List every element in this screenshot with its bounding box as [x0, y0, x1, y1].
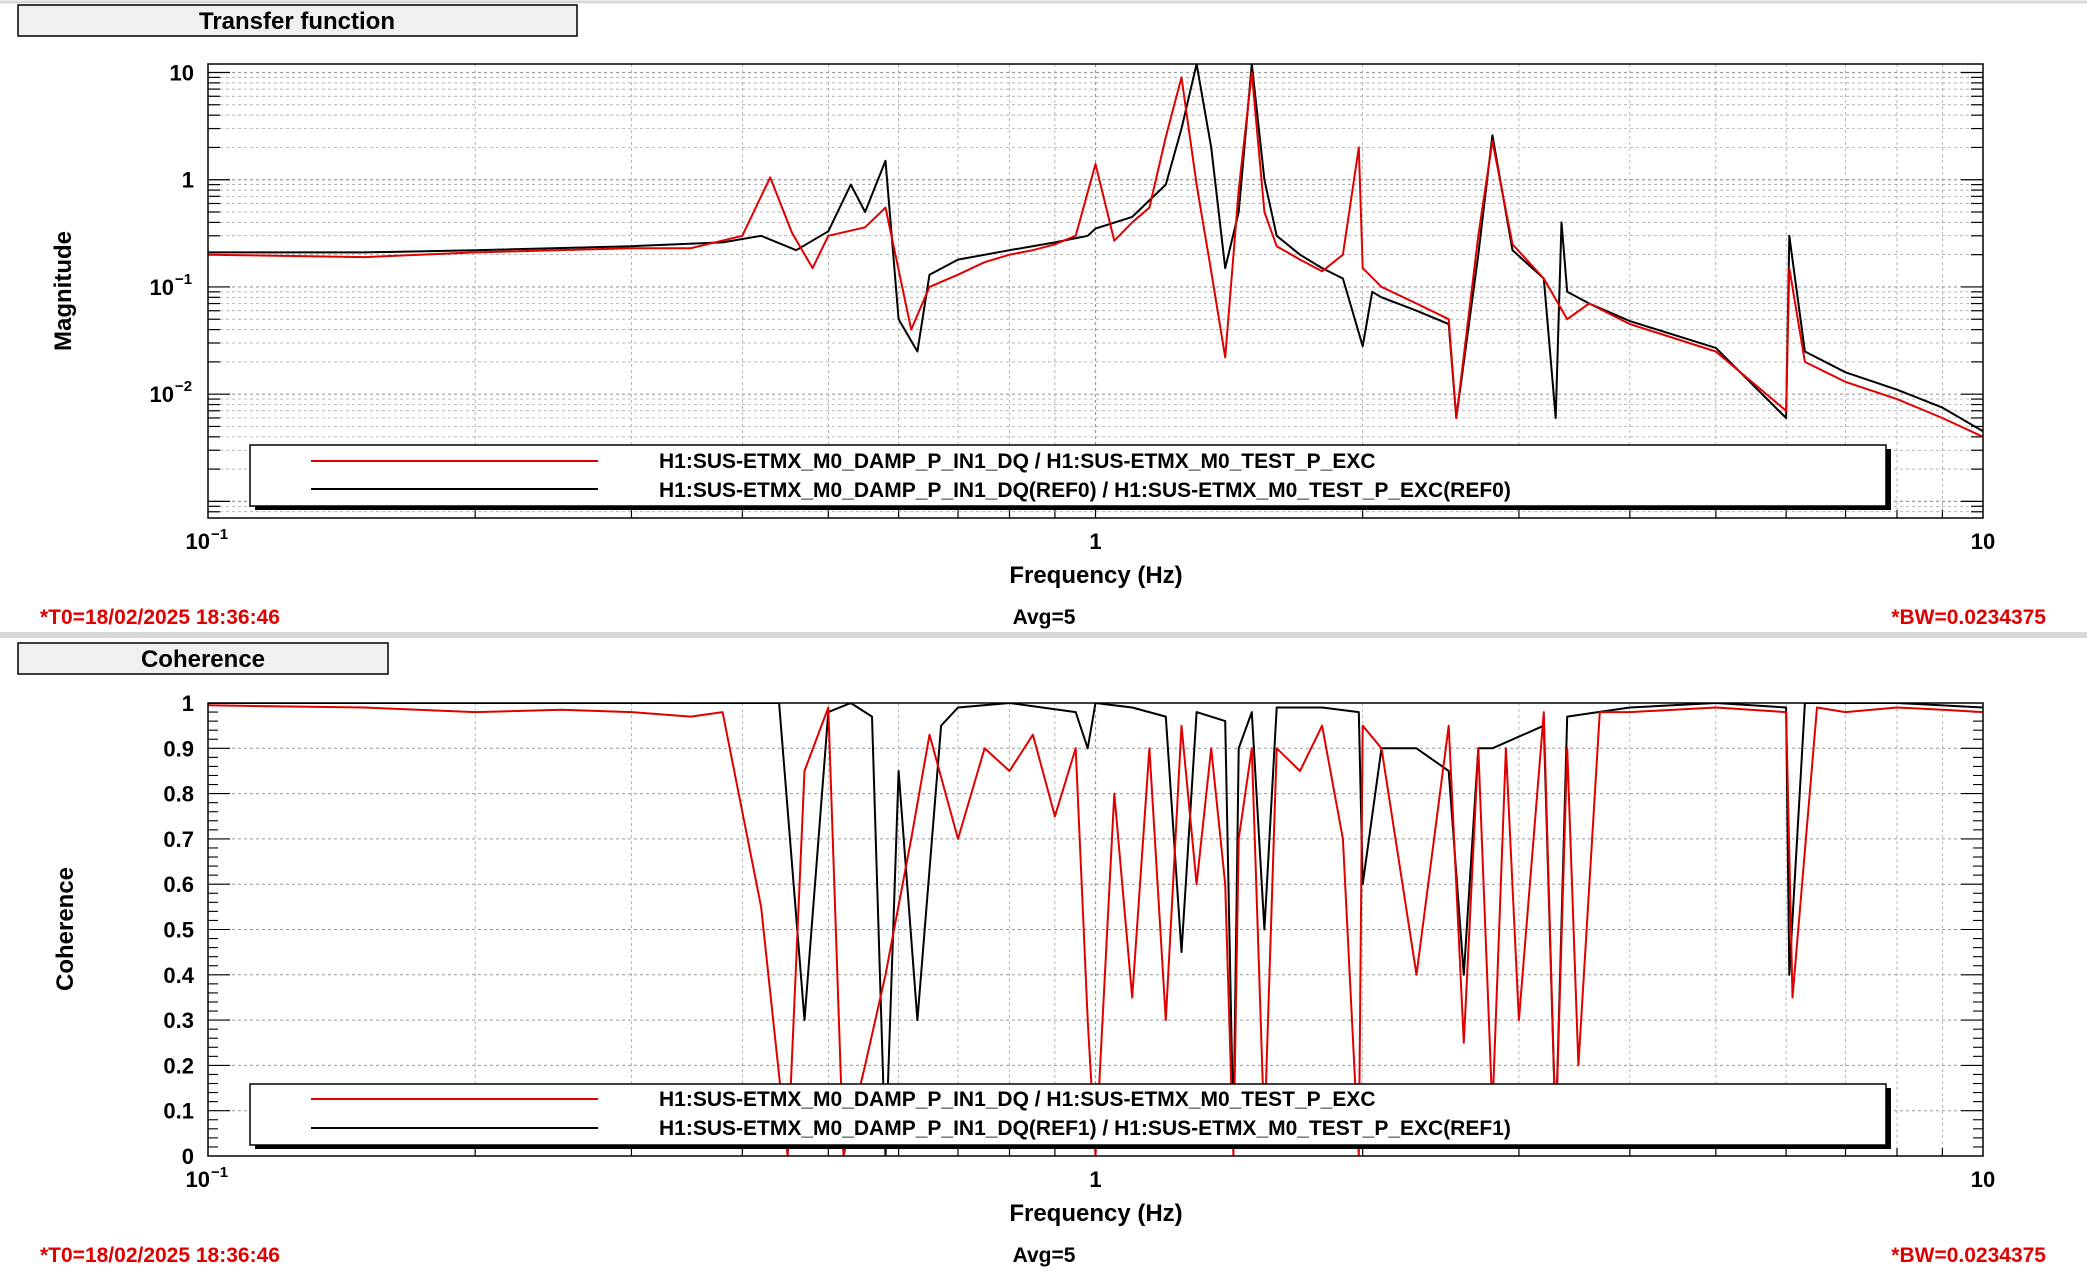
y-tick-label: 0.5 — [163, 918, 194, 943]
t0-annotation: *T0=18/02/2025 18:36:46 — [40, 606, 280, 629]
bw-annotation: *BW=0.0234375 — [1891, 606, 2046, 629]
avg-annotation: Avg=5 — [1013, 606, 1076, 629]
y-axis-label: Magnitude — [50, 231, 77, 351]
series-line-live — [208, 704, 1983, 1156]
y-tick-label: 0 — [182, 1144, 194, 1169]
x-tick-label: 1 — [1089, 529, 1101, 554]
panel-title: Coherence — [141, 646, 265, 673]
y-tick-label: 10 — [150, 275, 174, 300]
x-axis-label: Frequency (Hz) — [1009, 562, 1182, 589]
legend-entry-live: H1:SUS-ETMX_M0_DAMP_P_IN1_DQ / H1:SUS-ET… — [659, 450, 1376, 473]
x-tick-label: 10 — [1971, 1167, 1995, 1192]
x-tick-label: 10 — [186, 529, 210, 554]
panel-title-tab[interactable] — [17, 642, 389, 675]
coherence-panel: Coherence 00.10.20.30.40.50.60.70.80.91 … — [0, 632, 2087, 1267]
legend: H1:SUS-ETMX_M0_DAMP_P_IN1_DQ / H1:SUS-ET… — [249, 1083, 1891, 1149]
plot-grid — [208, 702, 1983, 1157]
panel-title: Transfer function — [199, 8, 395, 35]
legend-box — [249, 444, 1887, 507]
y-tick-labels: 0 0.1 0.2 0.3 0.4 0.5 0.6 0.7 0.8 0.9 1 — [163, 691, 194, 1169]
x-tick-labels: 10 −1 1 10 — [186, 526, 1996, 554]
x-tick-labels: 10 −1 1 10 — [186, 1164, 1996, 1192]
x-tick-label: 10 — [1971, 529, 1995, 554]
y-tick-label: 0.3 — [163, 1008, 194, 1033]
x-axis-label: Frequency (Hz) — [1009, 1200, 1182, 1227]
bw-annotation: *BW=0.0234375 — [1891, 1244, 2046, 1267]
x-tick-label: 10 — [186, 1167, 210, 1192]
x-tick-label: 1 — [1089, 1167, 1101, 1192]
series-line-live — [208, 71, 1983, 438]
legend-entry-reference: H1:SUS-ETMX_M0_DAMP_P_IN1_DQ(REF1) / H1:… — [659, 1117, 1511, 1140]
y-tick-exponent: −2 — [175, 378, 192, 395]
y-tick-label: 1 — [182, 168, 194, 193]
legend-entry-reference: H1:SUS-ETMX_M0_DAMP_P_IN1_DQ(REF0) / H1:… — [659, 479, 1511, 502]
panel-title-tab[interactable] — [17, 4, 578, 37]
x-tick-exponent: −1 — [211, 1164, 228, 1181]
y-tick-label: 0.7 — [163, 827, 194, 852]
legend-entry-live: H1:SUS-ETMX_M0_DAMP_P_IN1_DQ / H1:SUS-ET… — [659, 1088, 1376, 1111]
t0-annotation: *T0=18/02/2025 18:36:46 — [40, 1244, 280, 1267]
plot-frame — [207, 63, 1984, 519]
y-tick-label: 10 — [150, 382, 174, 407]
plot-series — [208, 64, 1983, 438]
y-tick-label: 10 — [170, 60, 194, 85]
y-tick-label: 0.4 — [163, 963, 194, 988]
y-tick-label: 0.1 — [163, 1099, 194, 1124]
y-tick-exponent: −1 — [175, 271, 192, 288]
y-tick-label: 0.6 — [163, 872, 194, 897]
x-tick-exponent: −1 — [211, 526, 228, 543]
avg-annotation: Avg=5 — [1013, 1244, 1076, 1267]
plot-frame — [207, 702, 1984, 1157]
legend: H1:SUS-ETMX_M0_DAMP_P_IN1_DQ / H1:SUS-ET… — [249, 444, 1891, 510]
y-tick-label: 1 — [182, 691, 194, 716]
y-axis-label: Coherence — [52, 867, 79, 991]
y-tick-label: 0.8 — [163, 782, 194, 807]
y-tick-label: 0.9 — [163, 736, 194, 761]
y-tick-label: 0.2 — [163, 1053, 194, 1078]
legend-box — [249, 1083, 1887, 1146]
